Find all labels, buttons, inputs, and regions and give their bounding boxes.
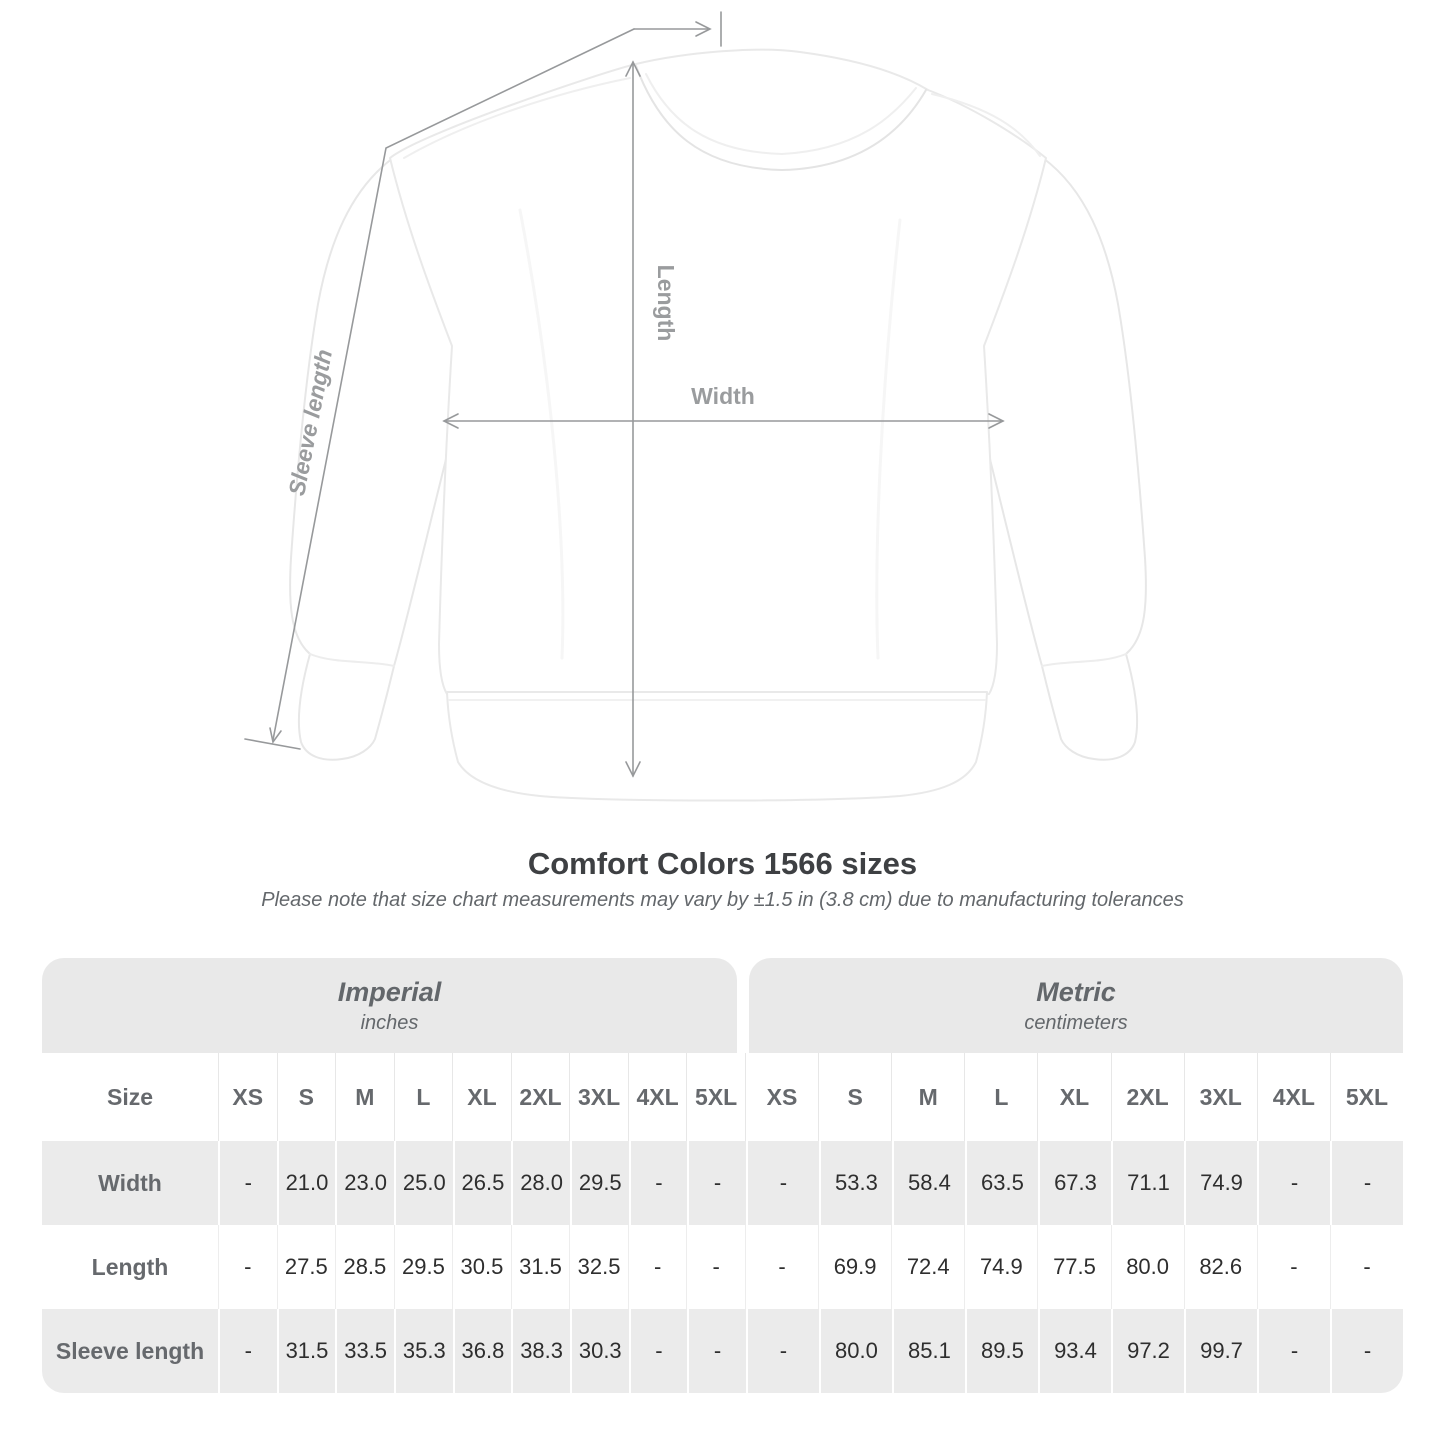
size-table: Imperial inches Metric centimeters Size … <box>42 958 1403 1393</box>
imperial-value-cell: 28.0 <box>511 1141 570 1225</box>
sweatshirt-illustration <box>289 48 1147 802</box>
imperial-value-cell: 27.5 <box>276 1225 336 1309</box>
metric-value-cell: 77.5 <box>1037 1225 1110 1309</box>
imperial-header: Imperial inches <box>42 958 737 1053</box>
metric-value-cell: 69.9 <box>818 1225 891 1309</box>
metric-label: Metric <box>1036 977 1116 1008</box>
size-col-header: S <box>818 1053 891 1141</box>
metric-value-cell: - <box>1257 1141 1330 1225</box>
imperial-value-cell: 28.5 <box>335 1225 394 1309</box>
size-col-header: L <box>964 1053 1037 1141</box>
size-col-header: 2XL <box>510 1053 570 1141</box>
size-header-label: Size <box>106 1083 154 1110</box>
metric-value-cell: 82.6 <box>1183 1225 1257 1309</box>
imperial-value-cell: - <box>218 1225 277 1309</box>
width-arrow <box>442 413 1005 429</box>
imperial-value-cell: 33.5 <box>335 1309 394 1393</box>
metric-value-cell: 53.3 <box>818 1141 892 1225</box>
row-label: Length <box>91 1253 169 1280</box>
imperial-value-cell: 31.5 <box>510 1225 570 1309</box>
imperial-value-cell: - <box>687 1141 746 1225</box>
metric-value-cell: 97.2 <box>1110 1309 1184 1393</box>
metric-value-cell: - <box>1329 1225 1403 1309</box>
imperial-value-cell: 36.8 <box>452 1309 512 1393</box>
metric-value-cell: - <box>1257 1309 1330 1393</box>
metric-value-cell: - <box>745 1309 819 1393</box>
imperial-value-cell: 30.5 <box>452 1225 511 1309</box>
measurement-row: Width -21.0 23.0 25.0 26.5 28.0 29.5- - -53.3 58.… <box>42 1141 1403 1225</box>
imperial-value-cell: 25.0 <box>393 1141 453 1225</box>
table-body: Width -21.0 23.0 25.0 26.5 28.0 29.5- - -53.3 58.… <box>42 1141 1403 1393</box>
imperial-value-cell: 23.0 <box>335 1141 394 1225</box>
imperial-value-cell: 31.5 <box>276 1309 336 1393</box>
imperial-value-cell: 35.3 <box>393 1309 453 1393</box>
measurement-row: Length -27.5 28.5 29.5 30.5 31.5 32.5- - -69.9 72… <box>42 1225 1403 1309</box>
size-col-header: L <box>393 1053 453 1141</box>
metric-value-cell: 85.1 <box>891 1309 965 1393</box>
imperial-unit: inches <box>360 1011 419 1034</box>
size-col-header: S <box>276 1053 336 1141</box>
imperial-value-cell: - <box>686 1225 745 1309</box>
size-col-header: 3XL <box>1183 1053 1257 1141</box>
metric-value-cell: 67.3 <box>1037 1141 1111 1225</box>
size-col-header: 4XL <box>627 1053 687 1141</box>
imperial-value-cell: 32.5 <box>569 1225 628 1309</box>
size-col-header: 5XL <box>686 1053 745 1141</box>
imperial-label: Imperial <box>337 977 442 1008</box>
measurement-row: Sleeve length -31.5 33.5 35.3 36.8 38.3 30.3- -… <box>42 1309 1403 1393</box>
row-label: Sleeve length <box>55 1337 205 1364</box>
metric-value-cell: 71.1 <box>1110 1141 1184 1225</box>
tolerance-note: Please note that size chart measurements… <box>261 889 1184 911</box>
imperial-value-cell: - <box>218 1309 277 1393</box>
metric-value-cell: 72.4 <box>891 1225 964 1309</box>
imperial-value-cell: - <box>218 1141 277 1225</box>
width-label: Width <box>691 383 755 409</box>
metric-value-cell: - <box>744 1225 818 1309</box>
metric-value-cell: 74.9 <box>1184 1141 1257 1225</box>
sweatshirt-diagram: Sleeve length Length Width <box>244 11 1147 802</box>
metric-value-cell: 99.7 <box>1184 1309 1257 1393</box>
metric-value-cell: - <box>1330 1141 1403 1225</box>
imperial-value-cell: 29.5 <box>569 1141 629 1225</box>
metric-header: Metric centimeters <box>749 958 1403 1053</box>
metric-unit: centimeters <box>1024 1011 1128 1034</box>
imperial-value-cell: 30.3 <box>569 1309 629 1393</box>
metric-value-cell: 89.5 <box>964 1309 1038 1393</box>
imperial-value-cell: 38.3 <box>511 1309 570 1393</box>
row-label: Width <box>98 1169 162 1196</box>
imperial-value-cell: - <box>627 1225 687 1309</box>
size-col-header: XL <box>1037 1053 1110 1141</box>
imperial-value-cell: - <box>687 1309 746 1393</box>
unit-header-row: Imperial inches Metric centimeters <box>42 958 1403 1053</box>
metric-value-cell: 93.4 <box>1037 1309 1111 1393</box>
size-col-header: XS <box>218 1053 277 1141</box>
length-label: Length <box>653 265 679 342</box>
size-col-header: M <box>891 1053 964 1141</box>
size-header-row: Size XS S M L XL 2XL 3XL 4XL 5XL XS S M L XL 2XL 3XL 4XL… <box>42 1053 1403 1141</box>
metric-value-cell: 58.4 <box>891 1141 965 1225</box>
imperial-value-cell: - <box>628 1309 688 1393</box>
imperial-value-cell: 21.0 <box>276 1141 336 1225</box>
metric-value-cell: 80.0 <box>818 1309 892 1393</box>
size-col-header: 4XL <box>1256 1053 1330 1141</box>
imperial-value-cell: 26.5 <box>452 1141 512 1225</box>
size-col-header: 3XL <box>569 1053 628 1141</box>
metric-value-cell: 74.9 <box>964 1225 1037 1309</box>
page-title: Comfort Colors 1566 sizes <box>527 846 918 881</box>
imperial-value-cell: - <box>628 1141 688 1225</box>
size-col-header: XS <box>744 1053 818 1141</box>
size-col-header: 2XL <box>1110 1053 1184 1141</box>
sleeve-length-arrow <box>244 11 722 750</box>
size-col-header: M <box>335 1053 394 1141</box>
length-arrow <box>625 60 641 778</box>
size-col-header: XL <box>452 1053 511 1141</box>
imperial-value-cell: 29.5 <box>393 1225 453 1309</box>
size-col-header: 5XL <box>1329 1053 1403 1141</box>
metric-value-cell: - <box>1256 1225 1330 1309</box>
metric-value-cell: 63.5 <box>964 1141 1038 1225</box>
metric-value-cell: 80.0 <box>1110 1225 1184 1309</box>
metric-value-cell: - <box>1330 1309 1403 1393</box>
metric-value-cell: - <box>745 1141 819 1225</box>
